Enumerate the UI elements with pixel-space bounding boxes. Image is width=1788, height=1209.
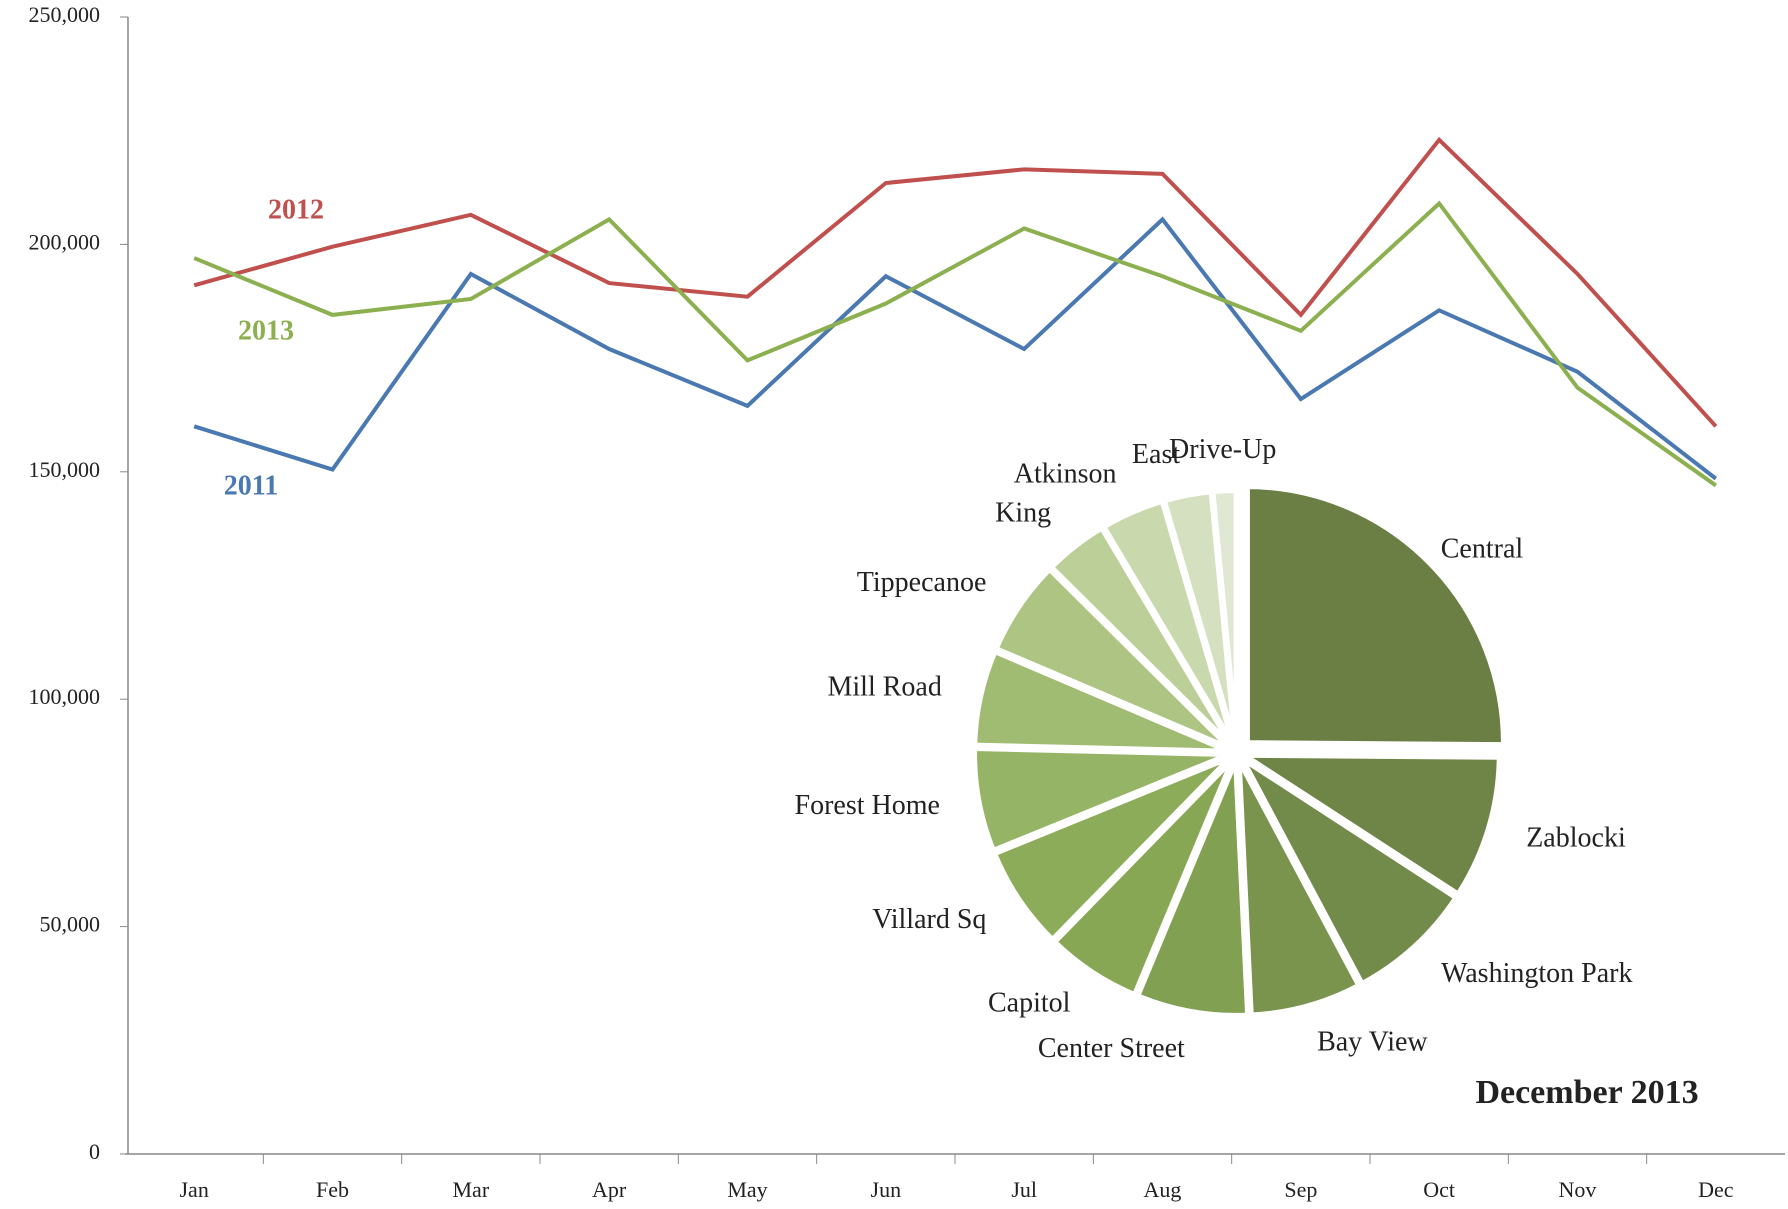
x-tick-label: Nov: [1559, 1177, 1597, 1202]
y-tick-label: 200,000: [29, 229, 101, 254]
series-label: 2011: [224, 470, 278, 501]
pie-title: December 2013: [1475, 1074, 1698, 1111]
pie-label: Capitol: [988, 987, 1071, 1018]
y-tick-label: 50,000: [40, 912, 101, 937]
pie-label: East: [1132, 439, 1180, 470]
y-tick-label: 250,000: [29, 2, 101, 27]
y-tick-label: 0: [89, 1139, 100, 1164]
pie-slice: [1133, 757, 1252, 1019]
x-tick-label: Mar: [453, 1177, 490, 1202]
x-tick-label: May: [727, 1177, 767, 1202]
y-tick-label: 150,000: [29, 457, 101, 482]
pie-label: Tippecanoe: [857, 567, 987, 598]
series-line: [193, 216, 1718, 481]
pie-label: Villard Sq: [872, 904, 986, 935]
y-tick-label: 100,000: [29, 684, 101, 709]
pie-label: Forest Home: [795, 790, 940, 821]
series-label: 2013: [238, 315, 294, 346]
pie-slice: [1238, 754, 1461, 989]
x-tick-label: Feb: [316, 1177, 349, 1202]
pie-label: Drive-Up: [1169, 434, 1276, 465]
pie-slice: [1232, 751, 1503, 899]
pie-slice: [1243, 483, 1507, 749]
series-label: 2012: [268, 194, 324, 225]
x-tick-label: Jun: [871, 1177, 902, 1202]
x-tick-label: Apr: [592, 1177, 627, 1202]
x-tick-label: Aug: [1144, 1177, 1182, 1202]
series-line: [193, 136, 1718, 428]
pie-label: Central: [1441, 533, 1524, 564]
x-tick-label: Jan: [180, 1177, 209, 1202]
x-tick-label: Oct: [1423, 1177, 1455, 1202]
series-line: [193, 200, 1717, 488]
pie-label: Center Street: [1038, 1033, 1185, 1064]
pie-label: Bay View: [1317, 1027, 1428, 1058]
x-tick-label: Dec: [1698, 1177, 1734, 1202]
pie-label: Atkinson: [1014, 459, 1117, 490]
pie-slice: [1235, 757, 1364, 1019]
pie-label: King: [995, 497, 1051, 528]
pie-slice: [1209, 487, 1240, 748]
pie-label: Washington Park: [1441, 958, 1632, 989]
pie-label: Zablocki: [1526, 822, 1626, 853]
pie-label: Mill Road: [827, 672, 941, 703]
x-tick-label: Sep: [1284, 1177, 1317, 1202]
x-tick-label: Jul: [1011, 1177, 1037, 1202]
